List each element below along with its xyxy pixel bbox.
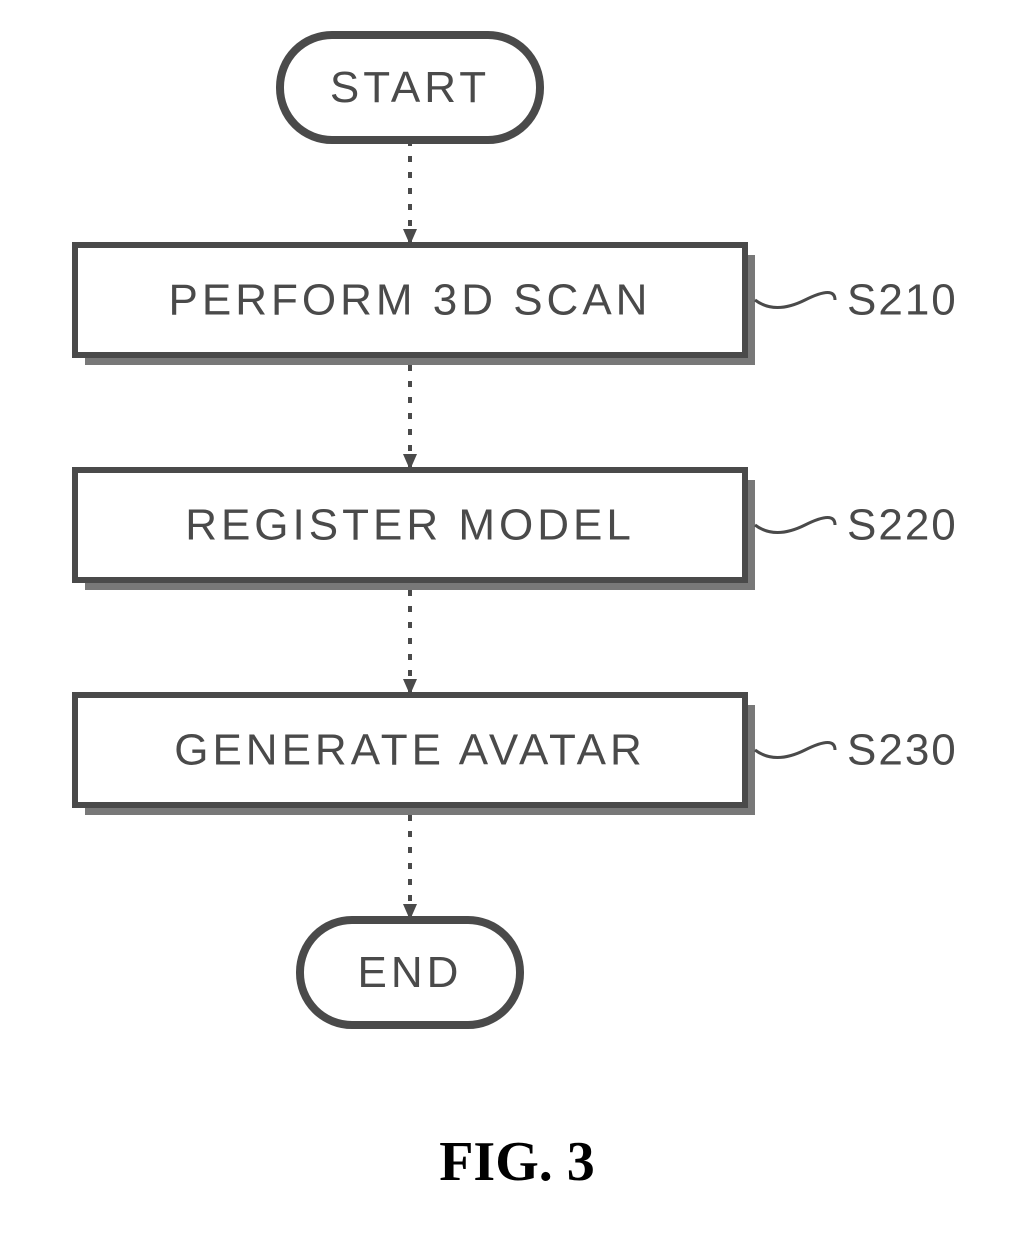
ref-connector	[755, 293, 835, 308]
process-s210: PERFORM 3D SCAN S210	[75, 245, 958, 365]
ref-label: S230	[847, 726, 958, 775]
node-label: END	[358, 948, 463, 997]
ref-label: S210	[847, 276, 958, 325]
node-label: GENERATE AVATAR	[174, 726, 646, 775]
ref-connector	[755, 518, 835, 533]
terminal-end: END	[300, 920, 520, 1025]
process-s220: REGISTER MODEL S220	[75, 470, 958, 590]
node-label: REGISTER MODEL	[185, 501, 635, 550]
node-label: START	[330, 63, 490, 112]
figure-caption: FIG. 3	[439, 1131, 595, 1193]
node-label: PERFORM 3D SCAN	[169, 276, 652, 325]
terminal-start: START	[280, 35, 540, 140]
ref-connector	[755, 743, 835, 758]
process-s230: GENERATE AVATAR S230	[75, 695, 958, 815]
ref-label: S220	[847, 501, 958, 550]
